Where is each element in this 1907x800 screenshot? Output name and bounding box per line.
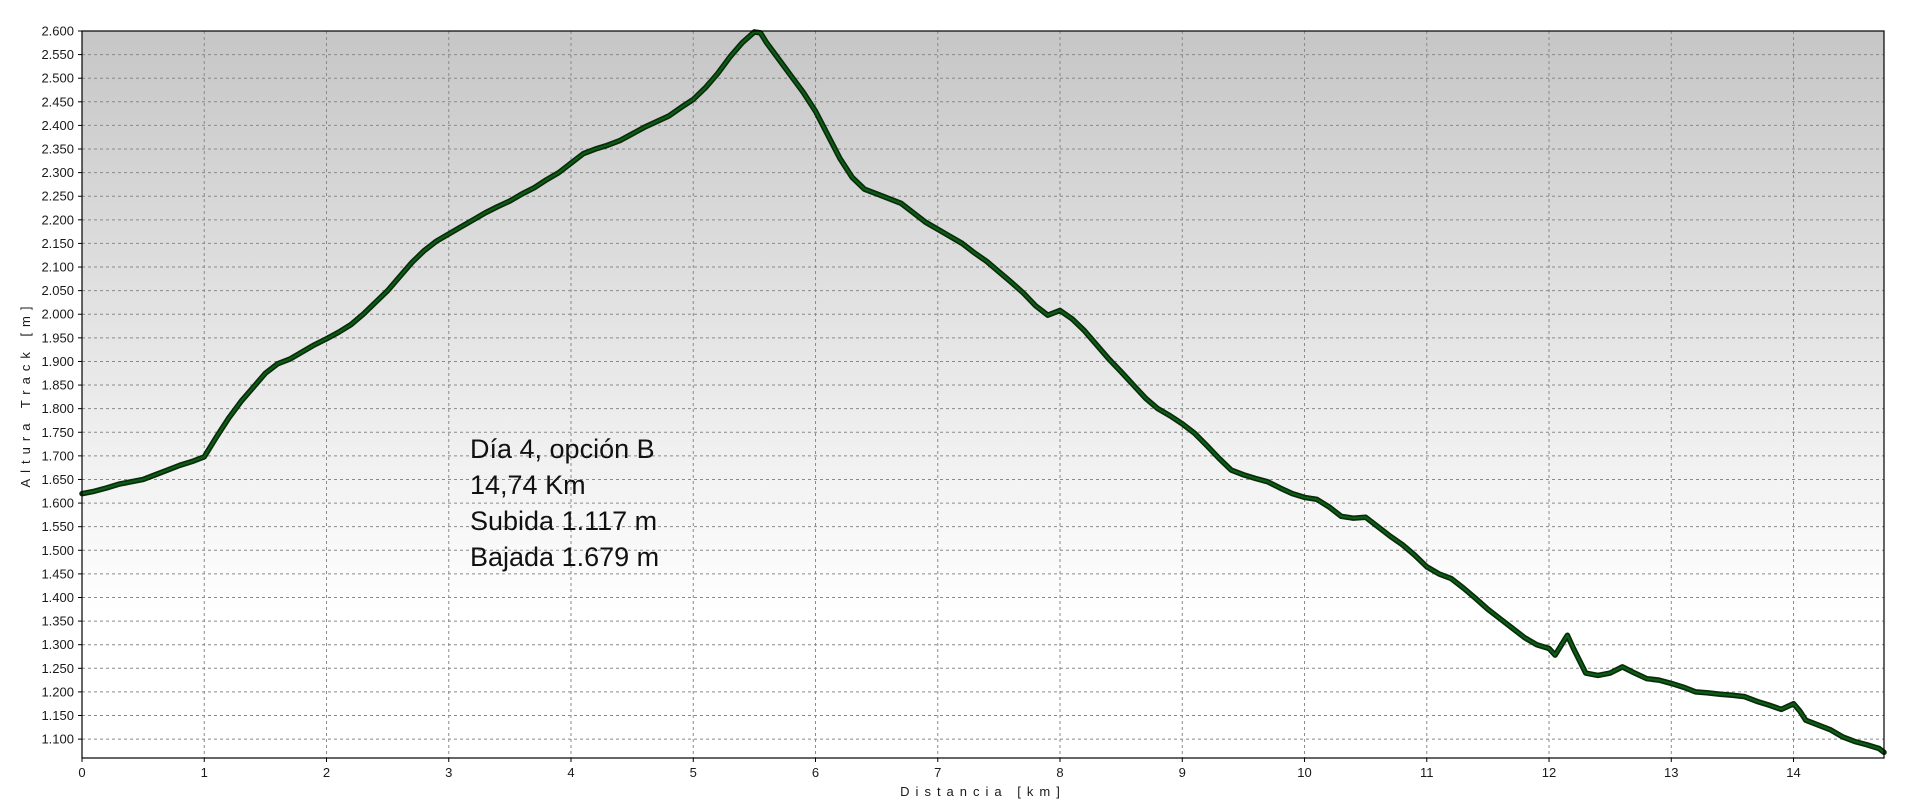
x-tick-label: 3: [445, 765, 452, 780]
y-tick-label: 2.550: [41, 47, 74, 62]
y-tick-label: 2.000: [41, 307, 74, 322]
elevation-line: [80, 30, 1886, 754]
annotation-title: Día 4, opción B: [470, 434, 655, 464]
y-tick-label: 1.800: [41, 401, 74, 416]
grid-layer: [81, 30, 1884, 758]
y-tick-label: 1.850: [41, 378, 74, 393]
x-tick-label: 11: [1420, 765, 1434, 780]
y-axis-title: Altura Track [m]: [18, 300, 33, 487]
plot-frame: [81, 30, 1885, 759]
annotation-ascent: Subida 1.117 m: [470, 506, 657, 536]
y-tick-label: 2.200: [41, 212, 74, 227]
y-tick-label: 1.350: [41, 614, 74, 629]
annotation-distance: 14,74 Km: [470, 470, 586, 500]
y-tick-label: 2.450: [41, 94, 74, 109]
y-tick-label: 1.250: [41, 661, 74, 676]
y-tick-label: 1.750: [41, 425, 74, 440]
y-tick-label: 2.500: [41, 71, 74, 86]
x-tick-label: 2: [323, 765, 330, 780]
x-tick-label: 6: [812, 765, 819, 780]
x-tick-label: 4: [567, 765, 574, 780]
y-tick-label: 1.550: [41, 519, 74, 534]
y-tick-label: 1.950: [41, 330, 74, 345]
annotation-descent: Bajada 1.679 m: [470, 542, 659, 572]
y-tick-label: 2.600: [41, 24, 74, 39]
y-tick-label: 2.100: [41, 260, 74, 275]
y-tick-label: 1.600: [41, 496, 74, 511]
y-tick-label: 1.150: [41, 708, 74, 723]
y-tick-label: 2.150: [41, 236, 74, 251]
y-tick-label: 1.100: [41, 732, 74, 747]
x-tick-label: 7: [934, 765, 941, 780]
x-tick-label: 5: [690, 765, 697, 780]
x-tick-label: 0: [78, 765, 85, 780]
y-tick-label: 1.900: [41, 354, 74, 369]
x-tick-label: 8: [1056, 765, 1063, 780]
x-axis: 0 1 2 3 4 5 6 7 8 9 10 11 12 13 14: [78, 758, 1801, 780]
y-tick-label: 1.200: [41, 684, 74, 699]
y-tick-label: 2.350: [41, 142, 74, 157]
annotation-box: Día 4, opción B 14,74 Km Subida 1.117 m …: [470, 434, 659, 572]
x-tick-label: 13: [1664, 765, 1678, 780]
y-tick-label: 2.050: [41, 283, 74, 298]
y-tick-label: 2.400: [41, 118, 74, 133]
y-tick-label: 1.500: [41, 543, 74, 558]
plot-background: [82, 31, 1884, 758]
y-axis: 1.100 1.150 1.200 1.250 1.300 1.350 1.400 1.450…: [41, 24, 82, 747]
y-tick-label: 1.650: [41, 472, 74, 487]
x-tick-label: 14: [1786, 765, 1800, 780]
series-layer: [79, 29, 1887, 756]
x-tick-label: 9: [1179, 765, 1186, 780]
y-tick-label: 2.300: [41, 165, 74, 180]
x-axis-title: Distancia [km]: [900, 784, 1066, 799]
y-tick-label: 2.250: [41, 189, 74, 204]
y-tick-label: 1.450: [41, 566, 74, 581]
y-tick-label: 1.400: [41, 590, 74, 605]
x-tick-label: 1: [201, 765, 208, 780]
x-tick-label: 12: [1542, 765, 1556, 780]
x-tick-label: 10: [1297, 765, 1311, 780]
y-tick-label: 1.700: [41, 448, 74, 463]
y-tick-label: 1.300: [41, 637, 74, 652]
